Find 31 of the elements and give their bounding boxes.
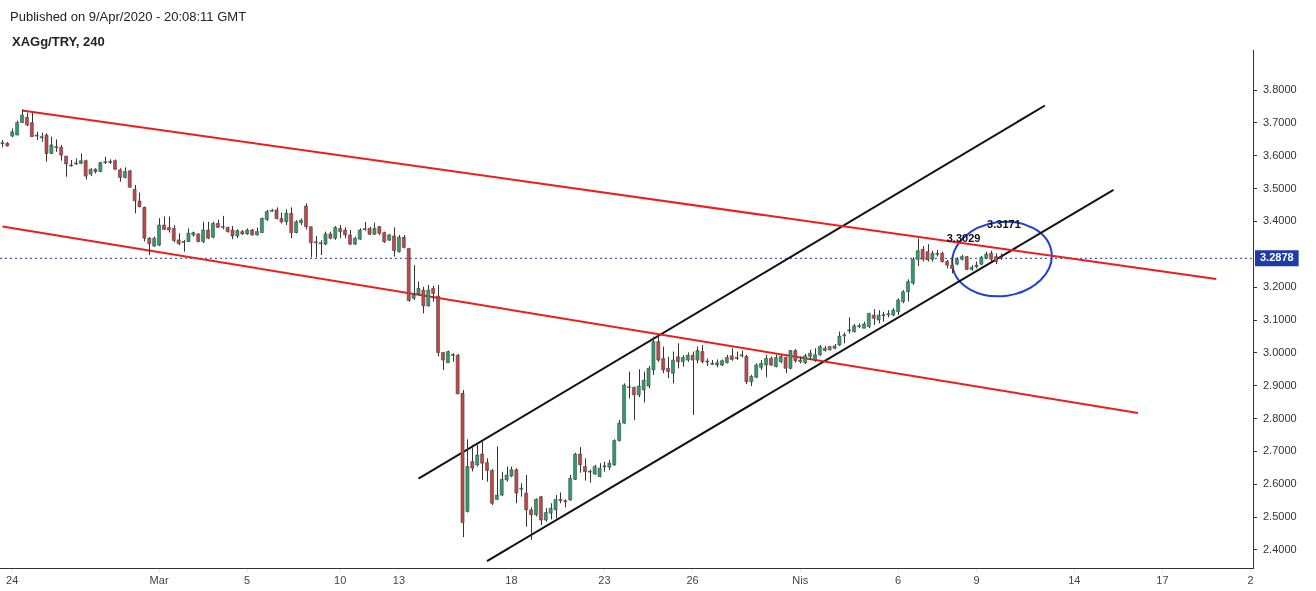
chart-subtitle: Published on 9/Apr/2020 - 20:08:11 GMT — [10, 9, 247, 24]
x-tick-label: Mar — [149, 573, 169, 586]
y-tick-label: 2.4000 — [1263, 542, 1297, 555]
x-tick-label: 6 — [895, 573, 902, 586]
x-tick-label: 18 — [505, 573, 518, 586]
x-tick-label: 2 — [1247, 573, 1254, 586]
chart-title: XAGg/TRY, 240 — [12, 34, 105, 49]
y-tick-label: 2.7000 — [1263, 444, 1297, 457]
x-tick-label: 14 — [1068, 573, 1081, 586]
y-tick-label: 3.8000 — [1263, 83, 1297, 96]
x-tick-label: 17 — [1156, 573, 1169, 586]
x-tick-label: 5 — [244, 573, 251, 586]
y-tick-label: 3.0000 — [1263, 345, 1297, 358]
x-tick-label: 10 — [334, 573, 347, 586]
x-tick-label: 26 — [686, 573, 699, 586]
y-tick-label: 2.8000 — [1263, 411, 1297, 424]
x-tick-label: 24 — [6, 573, 19, 586]
x-tick-label: 23 — [598, 573, 611, 586]
y-tick-label: 3.7000 — [1263, 115, 1297, 128]
y-tick-label: 3.4000 — [1263, 214, 1297, 227]
y-tick-label: 2.6000 — [1263, 477, 1297, 490]
x-tick-label: 9 — [973, 573, 980, 586]
ref-line-label: 3.2878 — [1260, 251, 1294, 264]
x-tick-label: 13 — [392, 573, 406, 586]
x-tick-label: Nis — [792, 573, 809, 586]
y-tick-label: 3.2000 — [1263, 280, 1297, 293]
y-tick-label: 2.9000 — [1263, 378, 1297, 391]
y-tick-label: 3.6000 — [1263, 148, 1297, 161]
y-tick-label: 3.1000 — [1263, 313, 1297, 326]
y-tick-label: 3.5000 — [1263, 181, 1297, 194]
y-tick-label: 2.5000 — [1263, 510, 1297, 523]
